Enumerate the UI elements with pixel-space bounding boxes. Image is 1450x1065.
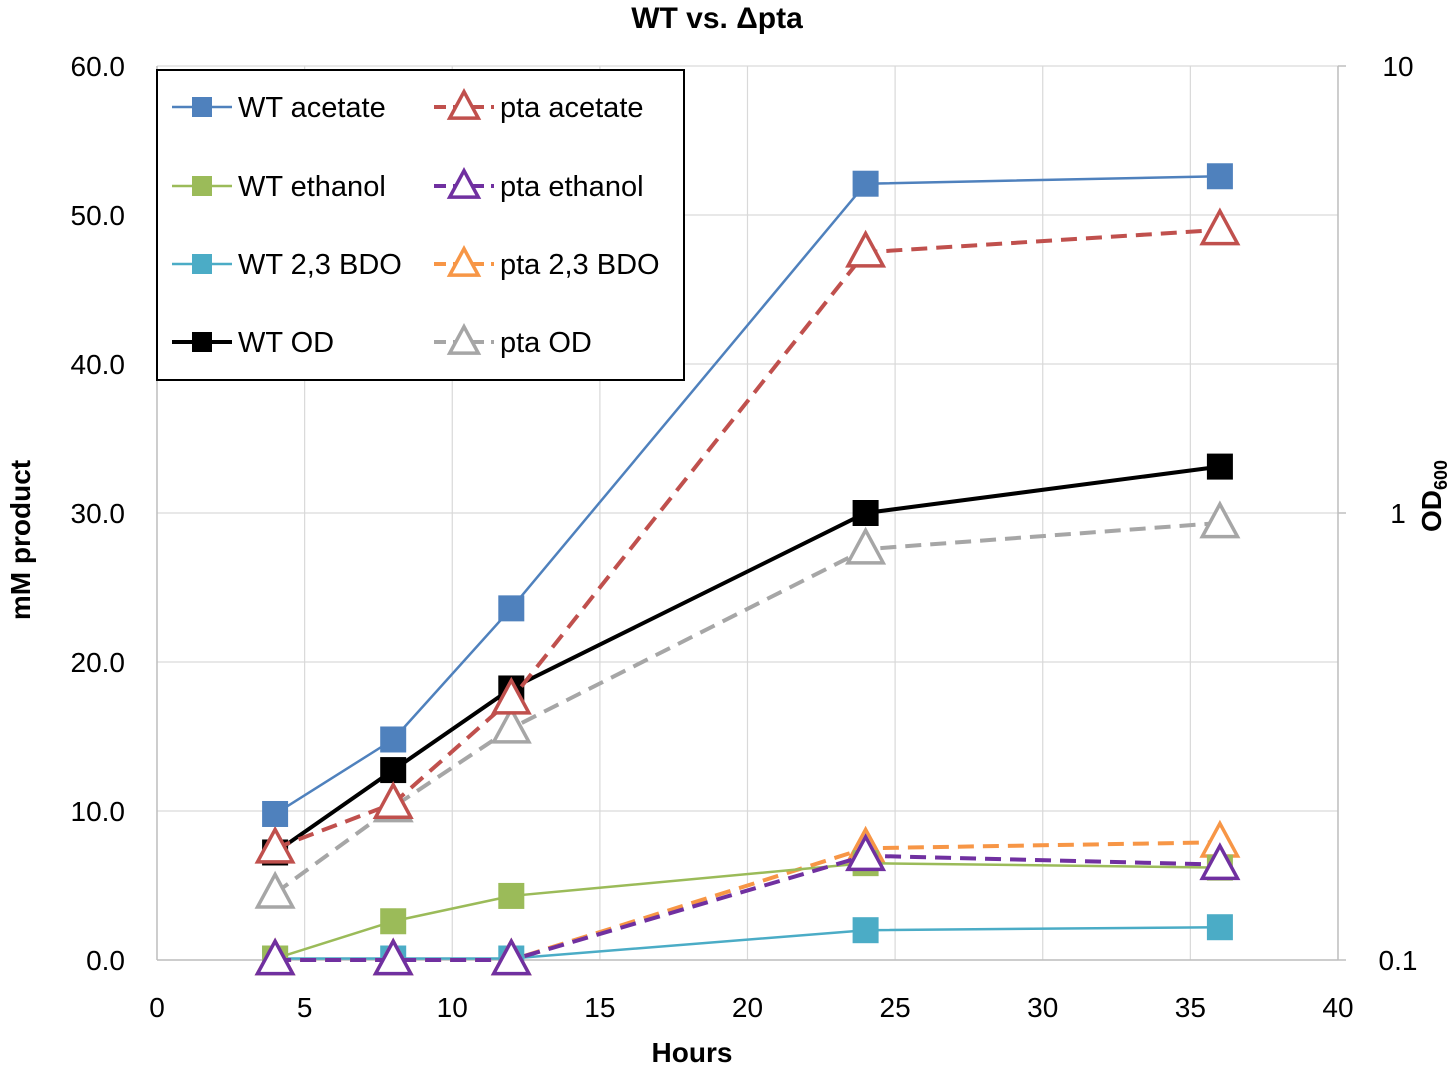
x-tick-label: 35 (1175, 992, 1206, 1023)
data-point (254, 937, 296, 976)
y2-axis-title: OD600 (1416, 460, 1450, 532)
data-point (192, 97, 212, 117)
x-tick-label: 25 (880, 992, 911, 1023)
legend-label: WT OD (238, 327, 334, 359)
legend-label: WT acetate (238, 92, 386, 124)
data-point (490, 937, 532, 976)
legend-label: WT 2,3 BDO (238, 249, 402, 281)
y-tick-label: 10.0 (71, 796, 126, 827)
y2-tick-label: 0.1 (1379, 945, 1418, 976)
series-pta-acetate (254, 207, 1241, 864)
y2-tick-label: 1 (1390, 498, 1406, 529)
data-point (498, 882, 525, 909)
y-tick-label: 0.0 (86, 945, 125, 976)
data-point (1199, 842, 1241, 881)
y-tick-label: 40.0 (71, 349, 126, 380)
y-tick-label: 50.0 (71, 200, 126, 231)
y-axis-title: mM product (5, 460, 36, 620)
legend-item-wt-acetate: WT acetate (172, 92, 386, 124)
x-tick-label: 15 (584, 992, 615, 1023)
legend-box (156, 69, 685, 381)
data-point (852, 917, 879, 944)
legend-item-pta-2-3-bdo: pta 2,3 BDO (434, 245, 660, 281)
x-axis-title: Hours (652, 1037, 733, 1065)
legend-item-wt-od: WT OD (172, 327, 334, 359)
legend-item-wt-ethanol: WT ethanol (172, 171, 386, 203)
data-point (852, 170, 879, 197)
y-tick-label: 60.0 (71, 51, 126, 82)
legend: WT acetate pta acetate WT ethanol pta ethan… (156, 69, 685, 381)
data-point (845, 833, 887, 872)
data-point (192, 176, 212, 196)
data-point (490, 676, 532, 715)
data-point (1206, 453, 1233, 480)
data-point (254, 870, 296, 909)
y2-axis-title-sub: 600 (1431, 460, 1450, 490)
data-point (845, 229, 887, 268)
series-layer (254, 163, 1241, 976)
data-point (446, 245, 482, 277)
x-tick-label: 5 (297, 992, 313, 1023)
data-point (380, 908, 407, 935)
legend-label: pta 2,3 BDO (500, 249, 660, 281)
data-point (262, 800, 289, 827)
legend-item-pta-acetate: pta acetate (434, 88, 644, 124)
y-tick-label: 20.0 (71, 647, 126, 678)
data-point (372, 781, 414, 819)
data-point (192, 332, 212, 352)
x-tick-label: 20 (732, 992, 763, 1023)
data-point (1199, 207, 1241, 246)
data-point (446, 88, 482, 120)
data-point (446, 167, 482, 199)
data-point (446, 323, 482, 355)
series-wt-acetate (262, 163, 1233, 827)
series-pta-ethanol (254, 833, 1241, 976)
legend-label: pta OD (500, 327, 592, 359)
legend-item-pta-od: pta OD (434, 323, 592, 359)
data-point (380, 757, 407, 784)
chart-title: WT vs. Δpta (631, 2, 803, 35)
data-point (254, 825, 296, 864)
data-point (1206, 163, 1233, 190)
x-tick-label: 0 (149, 992, 165, 1023)
data-point (845, 526, 887, 565)
legend-label: WT ethanol (238, 171, 386, 203)
legend-item-wt-2-3-bdo: WT 2,3 BDO (172, 249, 402, 281)
data-point (852, 500, 879, 526)
data-point (192, 254, 212, 274)
data-point (372, 937, 414, 976)
legend-label: pta ethanol (500, 171, 644, 203)
x-tick-label: 10 (437, 992, 468, 1023)
tick-labels: 0.0 10.0 20.0 30.0 40.0 50.0 60.0 0.1 1 10 0 5 10 15 2… (71, 51, 1418, 1023)
legend-item-pta-ethanol: pta ethanol (434, 167, 644, 203)
data-point (490, 705, 532, 744)
y-tick-label: 30.0 (71, 498, 126, 529)
x-tick-label: 40 (1322, 992, 1353, 1023)
data-point (1206, 914, 1233, 941)
y2-tick-label: 10 (1382, 51, 1413, 82)
y2-axis-title-main: OD (1416, 490, 1447, 532)
data-point (1199, 500, 1241, 539)
data-point (498, 595, 525, 622)
x-tick-label: 30 (1027, 992, 1058, 1023)
legend-label: pta acetate (500, 92, 644, 124)
data-point (380, 726, 407, 753)
